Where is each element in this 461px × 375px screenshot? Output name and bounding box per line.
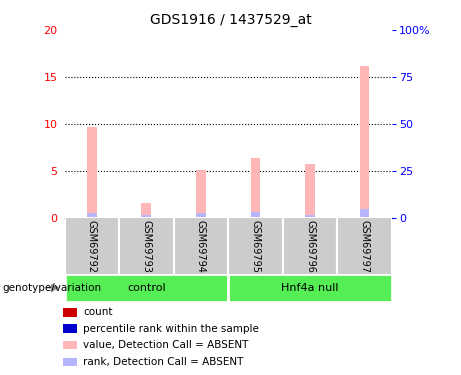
Bar: [142, 203, 151, 217]
Bar: [337, 217, 392, 276]
Text: value, Detection Call = ABSENT: value, Detection Call = ABSENT: [83, 340, 248, 350]
Bar: [63, 308, 77, 316]
Text: GSM69792: GSM69792: [87, 220, 97, 273]
Text: GSM69793: GSM69793: [142, 220, 151, 273]
Text: GSM69797: GSM69797: [360, 220, 370, 273]
Text: genotype/variation: genotype/variation: [2, 283, 101, 293]
Bar: [142, 214, 151, 217]
Text: count: count: [83, 307, 112, 317]
Text: GSM69794: GSM69794: [196, 220, 206, 273]
Text: rank, Detection Call = ABSENT: rank, Detection Call = ABSENT: [83, 357, 243, 367]
Text: GDS1916 / 1437529_at: GDS1916 / 1437529_at: [150, 13, 311, 27]
Bar: [174, 217, 228, 276]
Bar: [305, 164, 315, 218]
Bar: [228, 274, 392, 302]
Bar: [196, 213, 206, 217]
Bar: [305, 214, 315, 217]
Bar: [87, 213, 97, 217]
Bar: [196, 170, 206, 217]
Text: control: control: [127, 283, 165, 293]
Text: Hnf4a null: Hnf4a null: [281, 283, 339, 293]
Text: percentile rank within the sample: percentile rank within the sample: [83, 324, 259, 334]
Bar: [65, 217, 119, 276]
Bar: [119, 217, 174, 276]
Bar: [283, 217, 337, 276]
Bar: [360, 209, 369, 218]
Bar: [251, 158, 260, 218]
Bar: [63, 324, 77, 333]
Bar: [63, 341, 77, 350]
Bar: [87, 127, 97, 218]
Bar: [63, 358, 77, 366]
Bar: [65, 274, 228, 302]
Text: GSM69796: GSM69796: [305, 220, 315, 273]
Bar: [360, 66, 369, 218]
Bar: [251, 212, 260, 217]
Text: GSM69795: GSM69795: [250, 220, 260, 273]
Bar: [228, 217, 283, 276]
